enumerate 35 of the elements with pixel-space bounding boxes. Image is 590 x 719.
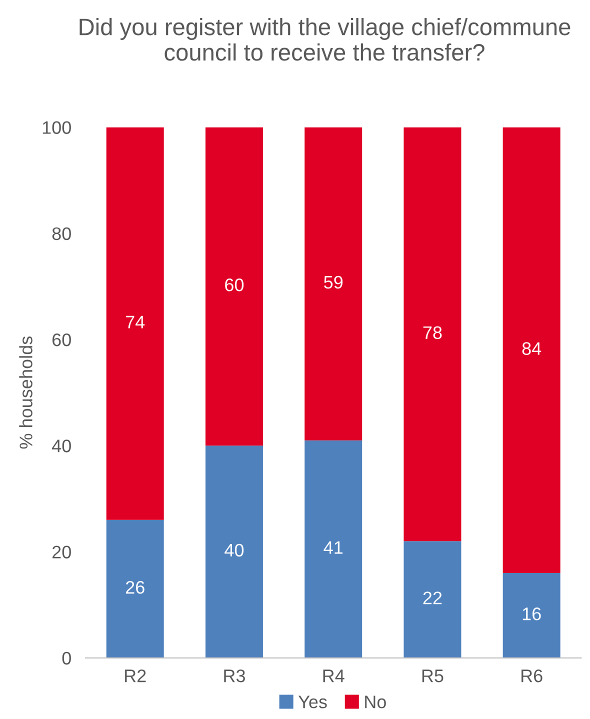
legend-label: No xyxy=(365,696,386,708)
bar xyxy=(205,446,263,658)
bar xyxy=(502,572,560,658)
x-tick-label: R6 xyxy=(522,669,542,682)
data-label: 26 xyxy=(126,580,144,594)
y-axis-title: % households xyxy=(19,336,32,449)
data-label: 78 xyxy=(423,326,442,340)
bar xyxy=(205,127,263,446)
data-label: 16 xyxy=(522,607,541,620)
x-tick-label: R5 xyxy=(422,670,444,682)
x-tick-label: R3 xyxy=(224,669,245,682)
legend-label: Yes xyxy=(298,696,327,708)
y-tick-label: 100 xyxy=(42,121,71,134)
x-tick-label: R4 xyxy=(323,670,344,682)
data-label: 60 xyxy=(225,278,244,292)
x-tick-label: R2 xyxy=(125,669,146,682)
bar xyxy=(106,520,164,658)
data-label: 40 xyxy=(224,544,244,557)
bar xyxy=(106,127,164,520)
data-label: 84 xyxy=(522,342,542,355)
y-tick-label: 0 xyxy=(62,652,71,665)
bar xyxy=(502,127,560,573)
y-tick-label: 40 xyxy=(52,440,71,452)
chart-title: Did you register with the village chief/commune council to receive the transfer? xyxy=(80,18,570,61)
y-tick-label: 20 xyxy=(52,546,71,558)
bar xyxy=(304,127,362,440)
bar xyxy=(404,127,462,542)
data-label: 74 xyxy=(126,316,145,328)
bar xyxy=(404,541,462,658)
data-label: 59 xyxy=(324,276,343,289)
y-tick-label: 80 xyxy=(52,227,71,240)
data-label: 22 xyxy=(423,592,442,604)
y-tick-label: 60 xyxy=(52,333,71,346)
data-label: 41 xyxy=(324,541,343,554)
bar xyxy=(304,440,362,658)
